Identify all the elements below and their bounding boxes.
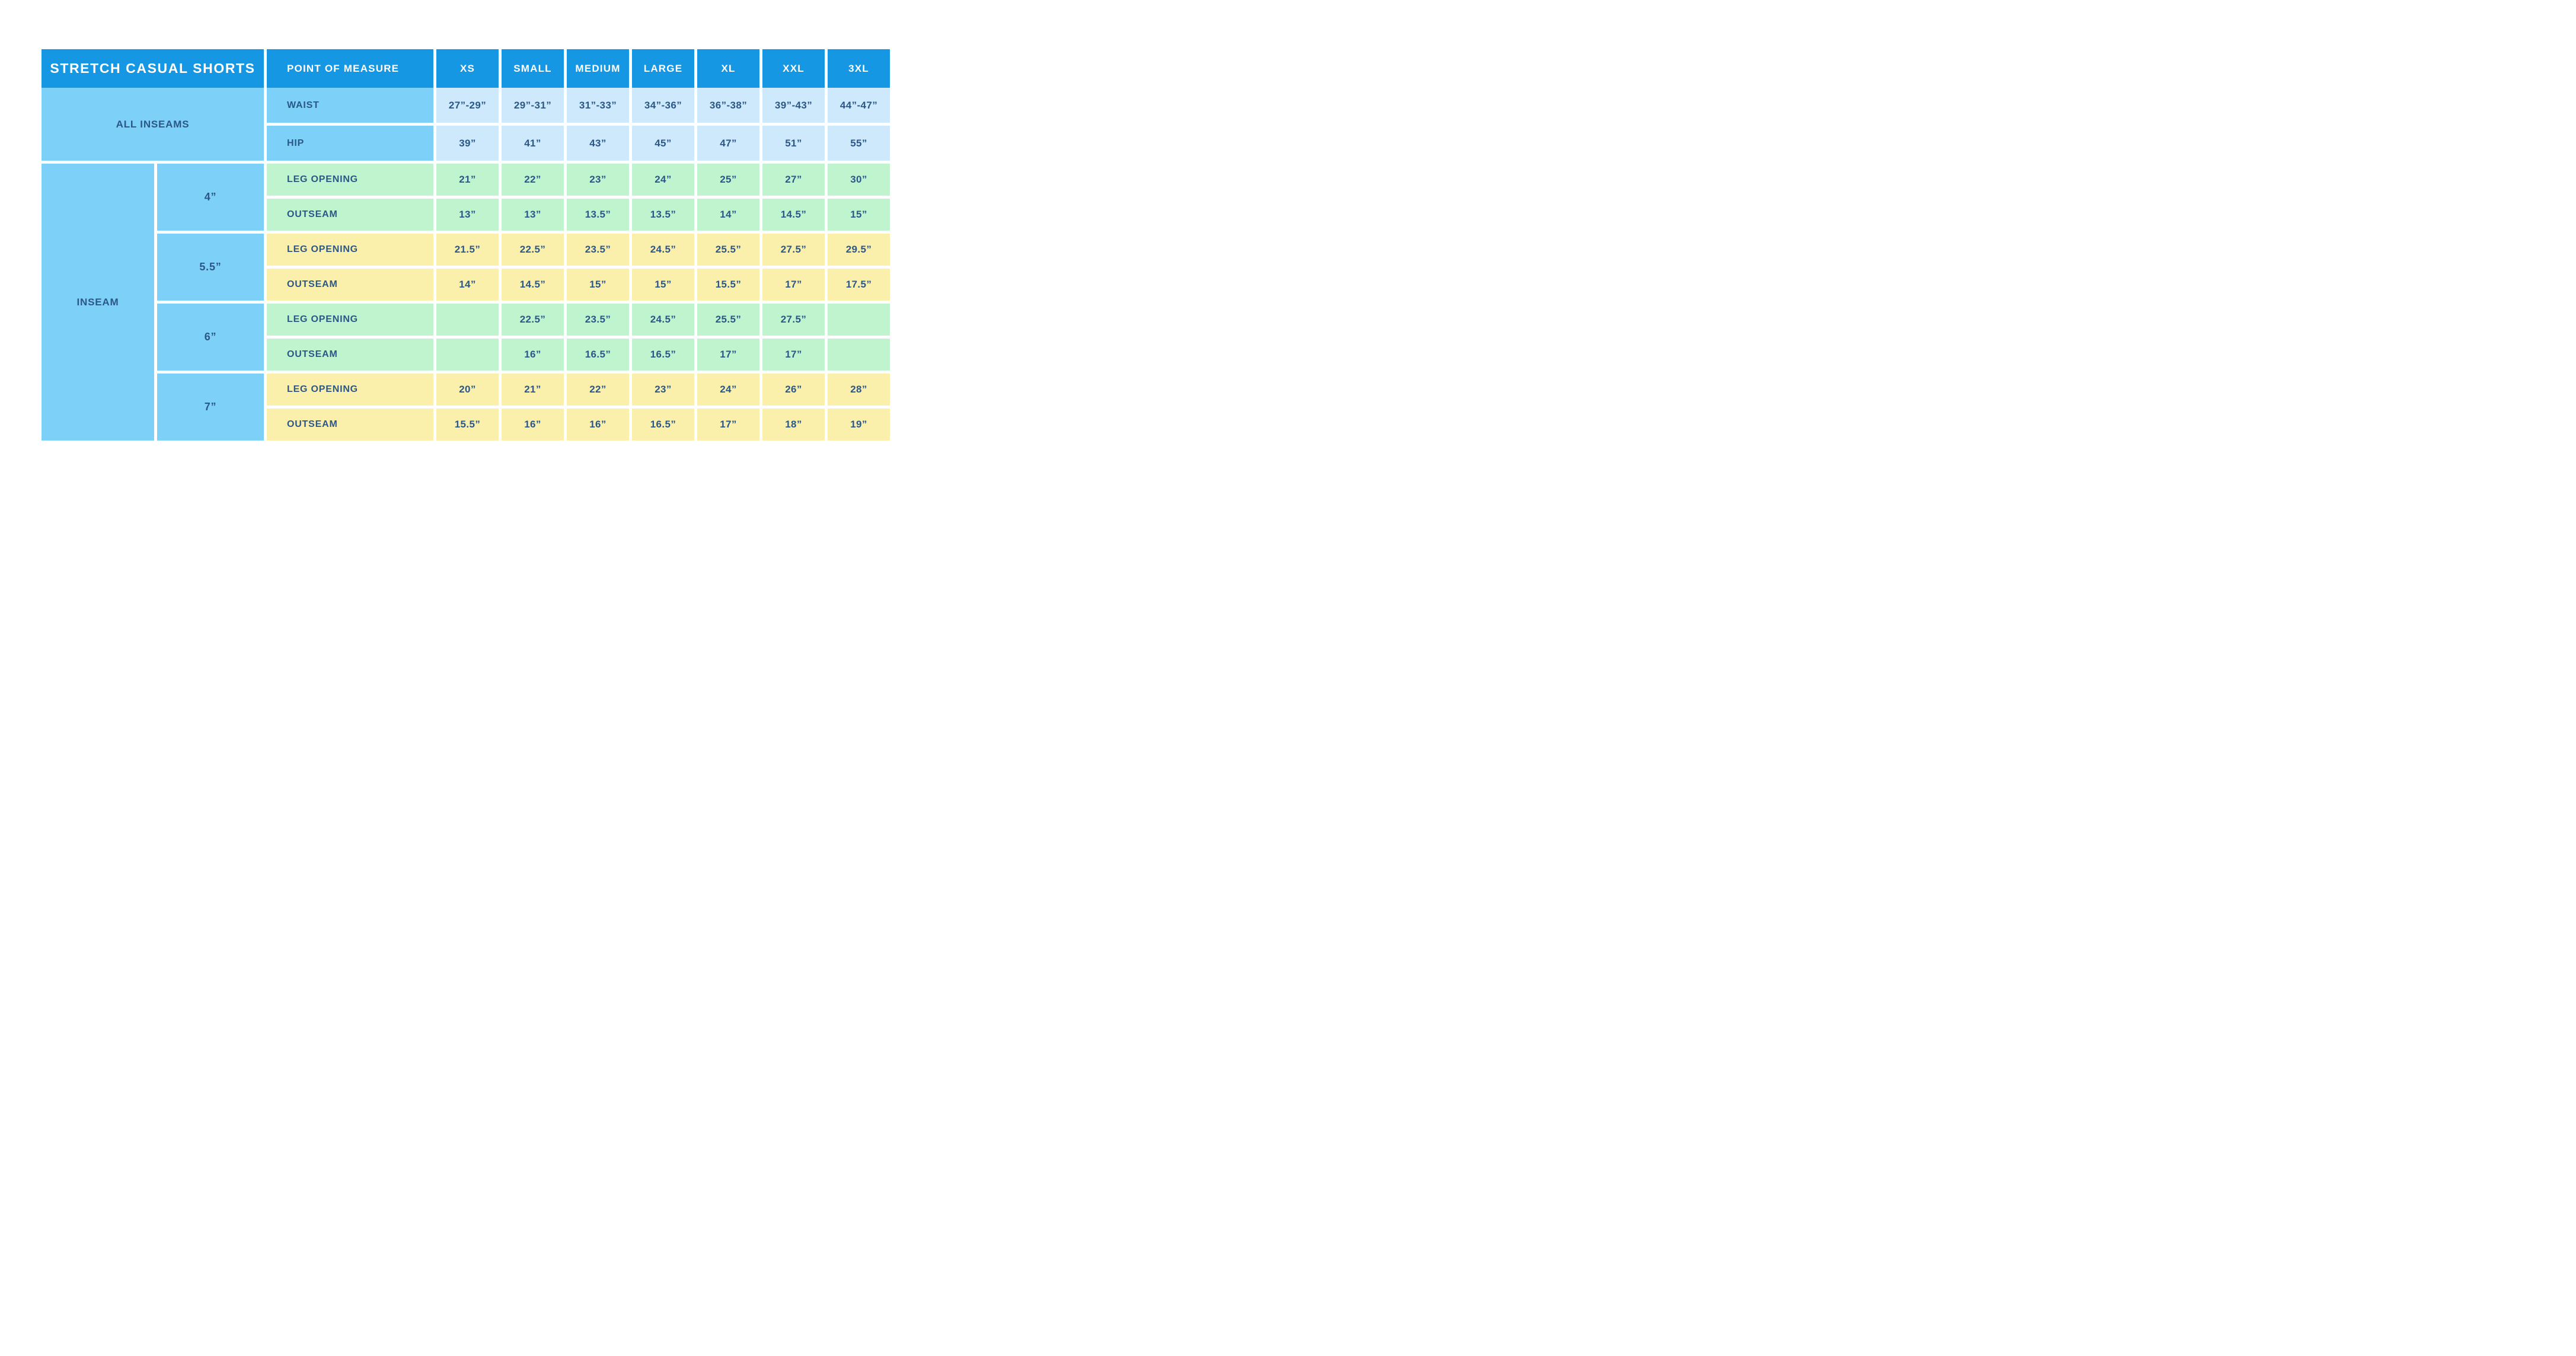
outseam-55in-3xl: 17.5” xyxy=(828,269,890,301)
outseam-7in-small: 16” xyxy=(502,409,564,441)
outseam-6in-xxl: 17” xyxy=(762,339,825,371)
waist-label: WAIST xyxy=(267,88,433,123)
leg-opening-4in-large: 24” xyxy=(632,164,694,196)
leg-opening-6in-small: 22.5” xyxy=(502,304,564,336)
size-chart-table: STRETCH CASUAL SHORTS POINT OF MEASURE A… xyxy=(42,49,890,441)
leg-opening-label-6in: LEG OPENING xyxy=(267,304,433,336)
outseam-4in-xl: 14” xyxy=(697,199,759,231)
leg-opening-6in-xs xyxy=(436,304,499,336)
hip-label: HIP xyxy=(267,126,433,161)
chart-title: STRETCH CASUAL SHORTS xyxy=(42,49,264,88)
size-header-xxl: XXL xyxy=(762,49,825,88)
outseam-7in-medium: 16” xyxy=(567,409,629,441)
inseam-cell: INSEAM xyxy=(42,164,154,441)
outseam-4in-small: 13” xyxy=(502,199,564,231)
leg-opening-4in-small: 22” xyxy=(502,164,564,196)
leg-opening-7in-xl: 24” xyxy=(697,374,759,406)
leg-opening-7in-small: 21” xyxy=(502,374,564,406)
waist-value-xxl: 39”-43” xyxy=(762,88,825,123)
hip-value-xxl: 51” xyxy=(762,126,825,161)
waist-value-small: 29”-31” xyxy=(502,88,564,123)
inseam-length-4in: 4” xyxy=(157,164,264,231)
hip-value-xl: 47” xyxy=(697,126,759,161)
hip-value-xs: 39” xyxy=(436,126,499,161)
waist-value-xl: 36”-38” xyxy=(697,88,759,123)
outseam-6in-xs xyxy=(436,339,499,371)
outseam-55in-medium: 15” xyxy=(567,269,629,301)
leg-opening-6in-large: 24.5” xyxy=(632,304,694,336)
outseam-label-7in: OUTSEAM xyxy=(267,409,433,441)
hip-value-large: 45” xyxy=(632,126,694,161)
all-inseams-cell: ALL INSEAMS xyxy=(42,88,264,161)
outseam-6in-medium: 16.5” xyxy=(567,339,629,371)
leg-opening-4in-medium: 23” xyxy=(567,164,629,196)
outseam-4in-xxl: 14.5” xyxy=(762,199,825,231)
leg-opening-4in-xs: 21” xyxy=(436,164,499,196)
waist-value-large: 34”-36” xyxy=(632,88,694,123)
leg-opening-55in-small: 22.5” xyxy=(502,234,564,266)
outseam-55in-xl: 15.5” xyxy=(697,269,759,301)
leg-opening-55in-xs: 21.5” xyxy=(436,234,499,266)
leg-opening-55in-medium: 23.5” xyxy=(567,234,629,266)
outseam-6in-large: 16.5” xyxy=(632,339,694,371)
leg-opening-55in-large: 24.5” xyxy=(632,234,694,266)
point-of-measure-header: POINT OF MEASURE xyxy=(267,49,433,88)
outseam-55in-xs: 14” xyxy=(436,269,499,301)
waist-value-xs: 27”-29” xyxy=(436,88,499,123)
outseam-4in-medium: 13.5” xyxy=(567,199,629,231)
outseam-6in-xl: 17” xyxy=(697,339,759,371)
hip-value-medium: 43” xyxy=(567,126,629,161)
leg-opening-6in-xl: 25.5” xyxy=(697,304,759,336)
leg-opening-7in-3xl: 28” xyxy=(828,374,890,406)
leg-opening-4in-xxl: 27” xyxy=(762,164,825,196)
size-header-3xl: 3XL xyxy=(828,49,890,88)
hip-value-small: 41” xyxy=(502,126,564,161)
leg-opening-4in-xl: 25” xyxy=(697,164,759,196)
leg-opening-6in-3xl xyxy=(828,304,890,336)
leg-opening-7in-medium: 22” xyxy=(567,374,629,406)
outseam-label-55in: OUTSEAM xyxy=(267,269,433,301)
leg-opening-55in-xl: 25.5” xyxy=(697,234,759,266)
leg-opening-7in-xs: 20” xyxy=(436,374,499,406)
outseam-label-4in: OUTSEAM xyxy=(267,199,433,231)
size-header-xs: XS xyxy=(436,49,499,88)
outseam-6in-3xl xyxy=(828,339,890,371)
outseam-7in-xs: 15.5” xyxy=(436,409,499,441)
leg-opening-6in-xxl: 27.5” xyxy=(762,304,825,336)
hip-value-3xl: 55” xyxy=(828,126,890,161)
size-header-xl: XL xyxy=(697,49,759,88)
size-header-large: LARGE xyxy=(632,49,694,88)
waist-value-3xl: 44”-47” xyxy=(828,88,890,123)
outseam-label-6in: OUTSEAM xyxy=(267,339,433,371)
outseam-7in-xl: 17” xyxy=(697,409,759,441)
outseam-55in-xxl: 17” xyxy=(762,269,825,301)
leg-opening-4in-3xl: 30” xyxy=(828,164,890,196)
leg-opening-6in-medium: 23.5” xyxy=(567,304,629,336)
inseam-length-7in: 7” xyxy=(157,374,264,441)
inseam-length-6in: 6” xyxy=(157,304,264,371)
outseam-7in-xxl: 18” xyxy=(762,409,825,441)
leg-opening-7in-xxl: 26” xyxy=(762,374,825,406)
outseam-4in-large: 13.5” xyxy=(632,199,694,231)
size-header-medium: MEDIUM xyxy=(567,49,629,88)
outseam-7in-large: 16.5” xyxy=(632,409,694,441)
outseam-6in-small: 16” xyxy=(502,339,564,371)
size-header-small: SMALL xyxy=(502,49,564,88)
waist-value-medium: 31”-33” xyxy=(567,88,629,123)
size-chart-page: STRETCH CASUAL SHORTS POINT OF MEASURE A… xyxy=(0,0,930,489)
leg-opening-55in-3xl: 29.5” xyxy=(828,234,890,266)
leg-opening-label-7in: LEG OPENING xyxy=(267,374,433,406)
leg-opening-label-4in: LEG OPENING xyxy=(267,164,433,196)
outseam-7in-3xl: 19” xyxy=(828,409,890,441)
outseam-55in-large: 15” xyxy=(632,269,694,301)
leg-opening-label-55in: LEG OPENING xyxy=(267,234,433,266)
outseam-4in-xs: 13” xyxy=(436,199,499,231)
inseam-length-55in: 5.5” xyxy=(157,234,264,301)
leg-opening-7in-large: 23” xyxy=(632,374,694,406)
outseam-4in-3xl: 15” xyxy=(828,199,890,231)
outseam-55in-small: 14.5” xyxy=(502,269,564,301)
leg-opening-55in-xxl: 27.5” xyxy=(762,234,825,266)
